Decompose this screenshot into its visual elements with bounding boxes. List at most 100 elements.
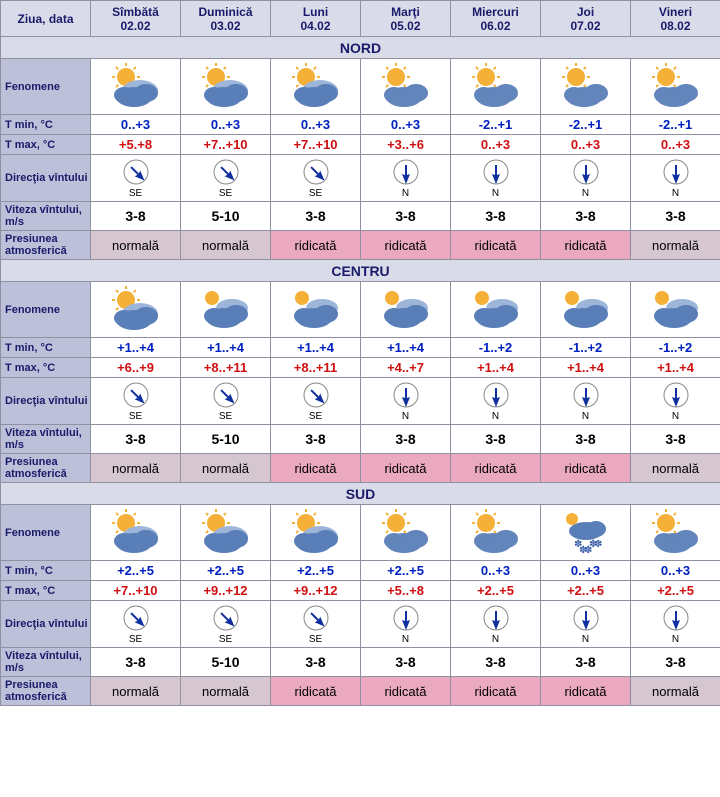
tmin-value: -1..+2 [451,338,541,358]
wind-speed: 3-8 [91,425,181,454]
tmin-value: 0..+3 [271,115,361,135]
wind-arrow-icon [571,380,601,410]
weather-icon [541,282,631,338]
weather-icon [181,282,271,338]
weather-icon [451,282,541,338]
wind-direction: N [631,601,720,648]
pressure-value: normală [631,231,720,260]
label-fenomene: Fenomene [1,505,91,561]
tmin-value: -1..+2 [631,338,720,358]
pressure-value: ridicată [541,454,631,483]
wind-arrow-icon [301,157,331,187]
tmax-value: 0..+3 [541,135,631,155]
wind-arrow-icon [481,380,511,410]
weather-icon [631,505,720,561]
pressure-value: ridicată [361,454,451,483]
wind-direction: N [451,378,541,425]
wind-direction: SE [91,601,181,648]
pressure-value: ridicată [361,677,451,706]
label-wind-dir: Direcţia vîntului [1,601,91,648]
tmax-value: +1..+4 [541,358,631,378]
wind-direction: N [541,378,631,425]
wind-direction: SE [91,155,181,202]
tmax-value: +7..+10 [91,581,181,601]
label-pressure: Presiunea atmosferică [1,231,91,260]
label-wind-speed: Viteza vîntului, m/s [1,202,91,231]
wind-speed: 3-8 [541,202,631,231]
header-day-5: Joi 07.02 [541,1,631,37]
tmin-value: -1..+2 [541,338,631,358]
wind-direction: N [361,378,451,425]
wind-arrow-icon [301,603,331,633]
wind-speed: 3-8 [271,202,361,231]
region-title-2: SUD [1,483,720,505]
label-wind-dir: Direcţia vîntului [1,378,91,425]
wind-speed: 3-8 [541,648,631,677]
tmax-value: +2..+5 [451,581,541,601]
wind-direction: N [631,155,720,202]
weather-icon [631,59,720,115]
wind-direction: SE [271,601,361,648]
wind-direction: N [451,601,541,648]
tmin-value: +2..+5 [361,561,451,581]
weather-icon [271,282,361,338]
wind-arrow-icon [121,157,151,187]
label-wind-dir: Direcţia vîntului [1,155,91,202]
wind-arrow-icon [481,157,511,187]
pressure-value: normală [181,231,271,260]
header-day-6: Vineri 08.02 [631,1,720,37]
tmin-value: -2..+1 [541,115,631,135]
label-tmax: T max, °C [1,358,91,378]
wind-speed: 3-8 [631,425,720,454]
tmin-value: +1..+4 [91,338,181,358]
pressure-value: ridicată [271,231,361,260]
weather-icon [361,282,451,338]
wind-speed: 3-8 [631,202,720,231]
tmax-value: +2..+5 [631,581,720,601]
tmin-value: -2..+1 [631,115,720,135]
tmin-value: 0..+3 [631,561,720,581]
wind-speed: 3-8 [451,648,541,677]
wind-speed: 3-8 [361,202,451,231]
wind-speed: 3-8 [451,202,541,231]
wind-speed: 5-10 [181,202,271,231]
weather-table: Ziua, data Sîmbătă 02.02 Duminică 03.02 … [0,0,720,706]
pressure-value: normală [91,231,181,260]
tmax-value: +6..+9 [91,358,181,378]
wind-direction: SE [271,155,361,202]
label-tmax: T max, °C [1,135,91,155]
label-wind-speed: Viteza vîntului, m/s [1,648,91,677]
weather-icon [91,505,181,561]
tmin-value: 0..+3 [541,561,631,581]
wind-speed: 3-8 [91,202,181,231]
wind-arrow-icon [211,603,241,633]
tmin-value: +2..+5 [181,561,271,581]
tmax-value: +3..+6 [361,135,451,155]
pressure-value: normală [91,454,181,483]
header-day-1: Duminică 03.02 [181,1,271,37]
tmax-value: +7..+10 [271,135,361,155]
wind-direction: N [541,601,631,648]
tmin-value: +2..+5 [91,561,181,581]
wind-direction: SE [181,378,271,425]
tmin-value: +1..+4 [361,338,451,358]
tmin-value: 0..+3 [91,115,181,135]
weather-icon [361,505,451,561]
wind-direction: SE [271,378,361,425]
wind-arrow-icon [211,380,241,410]
pressure-value: ridicată [451,677,541,706]
tmax-value: +8..+11 [181,358,271,378]
pressure-value: normală [91,677,181,706]
tmin-value: 0..+3 [361,115,451,135]
label-pressure: Presiunea atmosferică [1,454,91,483]
label-tmin: T min, °C [1,115,91,135]
wind-direction: N [361,601,451,648]
wind-direction: N [631,378,720,425]
tmin-value: +1..+4 [181,338,271,358]
svg-text:✽: ✽ [589,539,597,550]
weather-icon [631,282,720,338]
wind-arrow-icon [661,157,691,187]
weather-icon [361,59,451,115]
pressure-value: normală [181,677,271,706]
label-wind-speed: Viteza vîntului, m/s [1,425,91,454]
